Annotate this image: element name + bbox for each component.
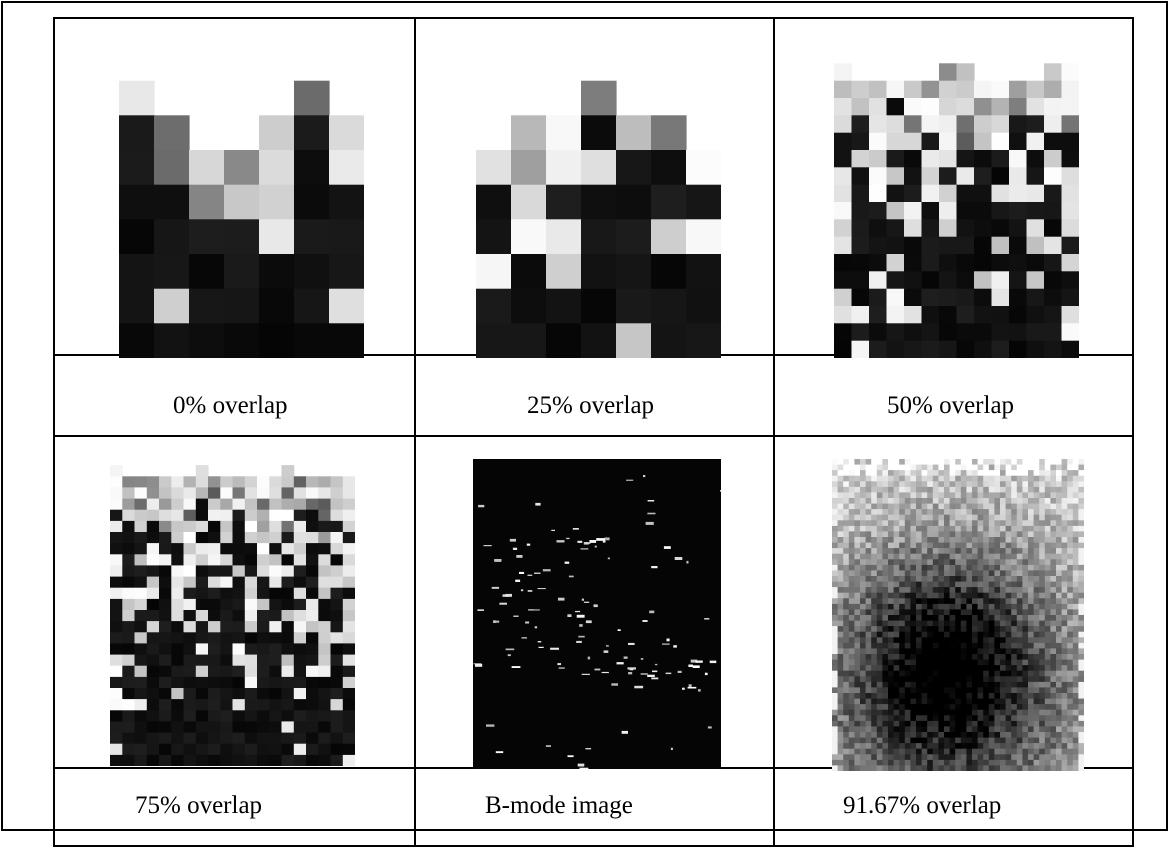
caption-b-mode: B-mode image [485,792,633,819]
caption-91-67-overlap: 91.67% overlap [843,792,1002,819]
caption-75-overlap: 75% overlap [135,792,263,819]
b-mode-image [473,459,721,769]
caption-0-overlap: 0% overlap [173,392,288,419]
map-25-overlap-image [476,80,721,358]
map-0-overlap-image [119,80,364,358]
caption-50-overlap: 50% overlap [887,392,1015,419]
figure-table: 0% overlap 25% overlap 50% overlap 75% o… [53,17,1134,847]
map-50-overlap-image [834,63,1079,358]
column-divider [773,19,775,845]
map-91-67-overlap-image [832,459,1084,771]
caption-25-overlap: 25% overlap [527,392,655,419]
map-75-overlap-image [110,465,355,766]
row-divider [55,435,1132,437]
column-divider [414,19,416,845]
